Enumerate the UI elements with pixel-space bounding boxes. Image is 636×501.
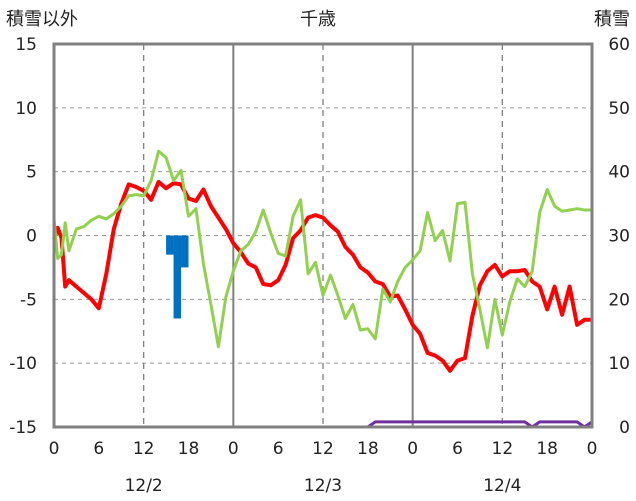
y-left-tick-label: 0 xyxy=(26,227,37,247)
series-line xyxy=(52,149,592,350)
y-right-tick-label: 0 xyxy=(619,418,630,438)
y-right-title: 積雪 xyxy=(594,9,630,30)
x-tick-label: 6 xyxy=(93,439,104,459)
bar xyxy=(166,235,174,255)
y-left-tick-label: 10 xyxy=(15,99,37,119)
plot-frame xyxy=(52,42,594,429)
y-left-tick-label: -5 xyxy=(20,290,37,310)
y-left-tick-label: -15 xyxy=(9,418,37,438)
x-tick-label: 12 xyxy=(133,439,155,459)
x-tick-label: 12 xyxy=(492,439,514,459)
x-tick-label: 12 xyxy=(312,439,334,459)
y-right-tick-label: 50 xyxy=(608,99,630,119)
line-series xyxy=(52,149,593,429)
y-axis-right: 60 50 40 30 20 10 0 xyxy=(608,35,630,438)
x-axis: 0 6 12 18 0 6 12 18 0 6 12 18 0 xyxy=(49,439,598,459)
chart-title: 千歳 xyxy=(300,9,336,30)
date-label: 12/3 xyxy=(304,476,342,496)
x-tick-label: 18 xyxy=(178,439,200,459)
bar xyxy=(173,235,182,319)
x-tick-label: 0 xyxy=(228,439,239,459)
y-right-tick-label: 40 xyxy=(608,163,630,183)
bar xyxy=(181,235,189,268)
x-tick-label: 18 xyxy=(536,439,558,459)
y-axis-left: 15 10 5 0 -5 -10 -15 xyxy=(9,35,37,438)
series-line xyxy=(52,179,592,373)
y-right-tick-label: 30 xyxy=(608,227,630,247)
y-right-tick-label: 10 xyxy=(608,354,630,374)
y-left-tick-label: 5 xyxy=(26,163,37,183)
x-tick-label: 6 xyxy=(452,439,463,459)
date-labels: 12/2 12/3 12/4 xyxy=(125,476,522,496)
x-tick-label: 18 xyxy=(357,439,379,459)
bar-series xyxy=(166,235,189,319)
date-label: 12/2 xyxy=(125,476,163,496)
x-tick-label: 0 xyxy=(587,439,598,459)
series-line xyxy=(54,420,593,429)
date-label: 12/4 xyxy=(483,476,521,496)
grid-lines xyxy=(54,44,592,427)
y-right-tick-label: 20 xyxy=(608,290,630,310)
y-right-tick-label: 60 xyxy=(608,35,630,55)
y-left-tick-label: -10 xyxy=(9,354,37,374)
y-left-tick-label: 15 xyxy=(15,35,37,55)
y-left-title: 積雪以外 xyxy=(6,9,78,30)
x-tick-label: 0 xyxy=(49,439,60,459)
x-tick-label: 6 xyxy=(273,439,284,459)
x-tick-label: 0 xyxy=(407,439,418,459)
